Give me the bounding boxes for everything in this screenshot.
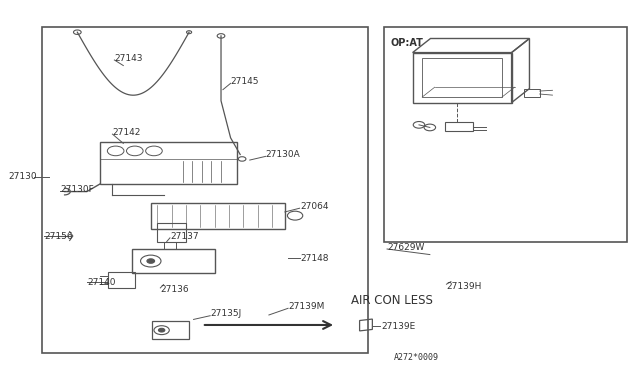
Bar [152, 321, 189, 339]
Bar [422, 58, 502, 97]
Text: 27130F: 27130F [60, 185, 94, 194]
Text: AIR CON LESS: AIR CON LESS [351, 294, 433, 307]
Text: 27139E: 27139E [381, 321, 415, 331]
Text: 27142: 27142 [113, 128, 141, 137]
Text: 27130A: 27130A [266, 150, 300, 159]
Bar [42, 27, 368, 353]
Text: 27137: 27137 [170, 231, 198, 241]
Bar [524, 89, 540, 97]
Circle shape [159, 328, 165, 332]
Text: 27156: 27156 [44, 231, 73, 241]
Text: 27139M: 27139M [288, 302, 324, 311]
Text: 27148: 27148 [301, 254, 330, 263]
Text: 27130: 27130 [8, 172, 37, 181]
Circle shape [147, 259, 155, 263]
Text: 27135J: 27135J [210, 310, 241, 318]
Bar [384, 27, 627, 241]
Text: OP:AT: OP:AT [390, 38, 423, 48]
Bar [445, 122, 473, 131]
Text: A272*0009: A272*0009 [394, 353, 438, 362]
Text: 27064: 27064 [301, 202, 330, 211]
Bar [157, 223, 186, 241]
Text: 27143: 27143 [115, 54, 143, 62]
Bar [108, 272, 135, 288]
Bar [100, 141, 237, 184]
Bar [132, 249, 214, 273]
Text: 27629W: 27629W [387, 243, 424, 251]
Text: 27140: 27140 [87, 278, 115, 287]
Text: 27145: 27145 [230, 77, 259, 86]
Bar [151, 203, 285, 229]
Text: 27136: 27136 [161, 285, 189, 294]
Bar [413, 52, 511, 103]
Text: 27139H: 27139H [447, 282, 482, 291]
